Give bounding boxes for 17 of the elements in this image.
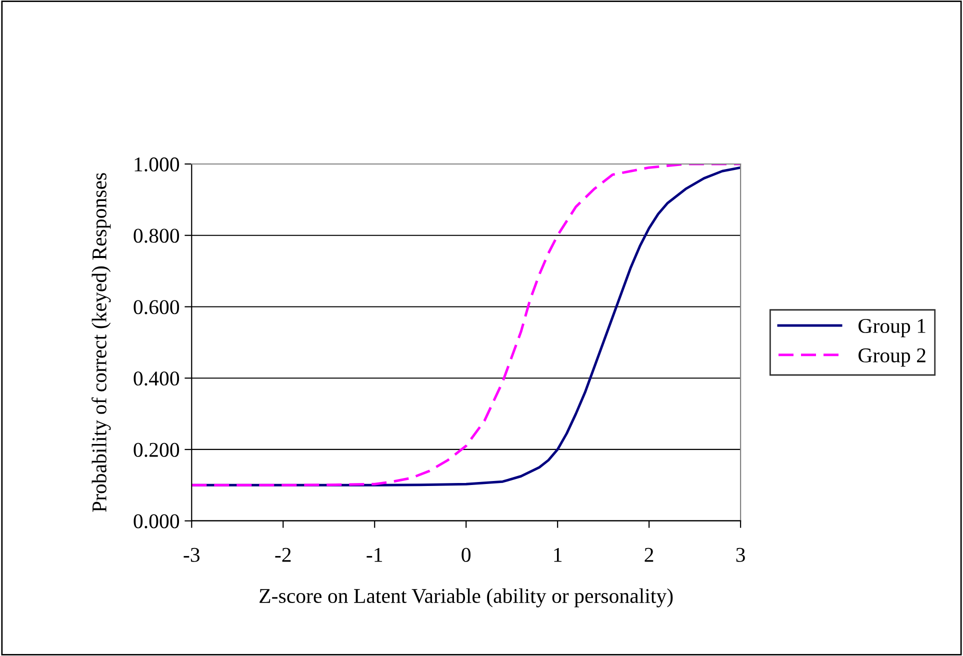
x-axis-title: Z-score on Latent Variable (ability or personality)	[260, 588, 673, 608]
y-tick-label: 0.000	[134, 514, 180, 528]
x-tick-label: -3	[184, 548, 200, 562]
y-tick-label: 0.600	[134, 300, 180, 314]
x-tick-label: 2	[644, 548, 654, 562]
y-axis-title: Probability of correct (keyed) Responses	[92, 173, 111, 512]
y-tick-label: 0.800	[134, 228, 180, 243]
legend-label: Group 1	[858, 318, 926, 338]
y-tick-label: 1.000	[134, 157, 180, 172]
x-tick-label: 3	[736, 548, 745, 562]
y-tick-label: 0.400	[134, 371, 180, 386]
x-tick-label: -1	[366, 548, 382, 562]
x-tick-label: 0	[462, 548, 471, 562]
x-tick-label: 1	[554, 548, 562, 562]
legend-label: Group 2	[858, 348, 926, 367]
y-tick-label: 0.200	[134, 442, 180, 458]
x-tick-label: -2	[275, 548, 291, 562]
